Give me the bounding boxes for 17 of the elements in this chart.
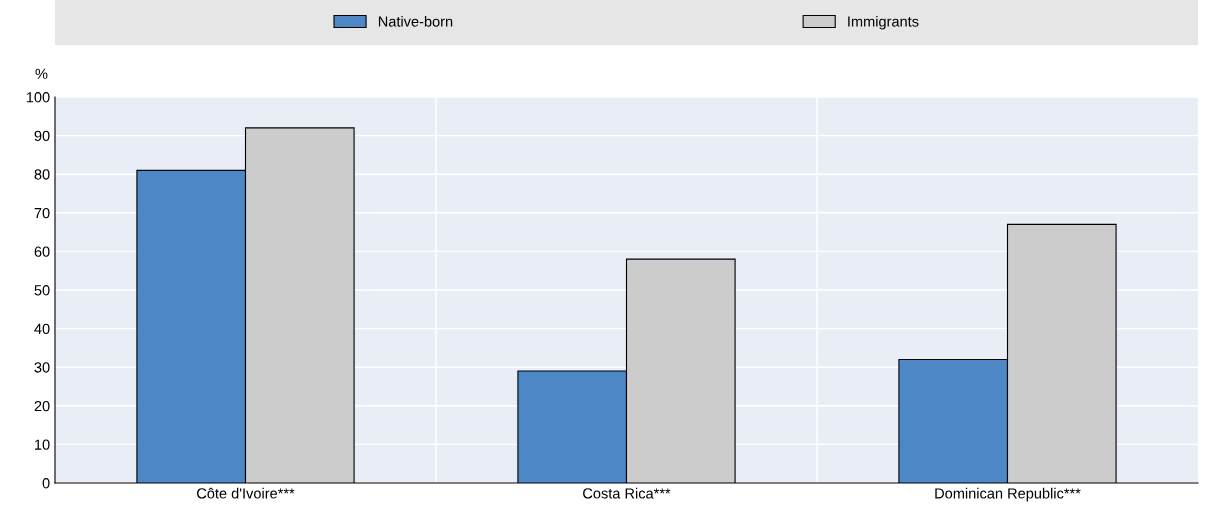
x-tick-label: Dominican Republic*** <box>935 487 1081 502</box>
y-tick-label: 60 <box>34 246 50 257</box>
x-tick-label: Costa Rica*** <box>583 487 671 499</box>
y-tick-label: 30 <box>34 362 50 373</box>
y-tick-label: 80 <box>34 169 50 180</box>
y-tick-label: 50 <box>34 285 50 296</box>
y-axis-title: % <box>35 68 48 79</box>
y-tick-label: 90 <box>34 130 50 142</box>
y-tick-label: 20 <box>34 400 50 412</box>
y-tick-label: 70 <box>34 207 50 219</box>
legend-label: Native-born <box>378 15 453 27</box>
x-tick-label: Côte d'Ivoire*** <box>197 487 295 499</box>
y-tick-label: 40 <box>34 323 50 335</box>
y-tick-label: 100 <box>26 92 50 103</box>
y-tick-label: 10 <box>35 439 50 450</box>
legend-label: Immigrants <box>848 15 919 30</box>
y-tick-label: 0 <box>42 478 50 489</box>
